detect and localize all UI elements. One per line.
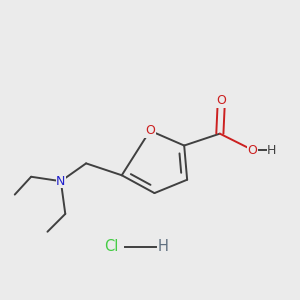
Text: O: O <box>145 124 155 137</box>
Text: Cl: Cl <box>104 239 118 254</box>
Text: O: O <box>216 94 226 107</box>
Text: H: H <box>158 239 169 254</box>
Text: N: N <box>56 175 65 188</box>
Text: O: O <box>248 143 257 157</box>
Text: H: H <box>267 143 277 157</box>
